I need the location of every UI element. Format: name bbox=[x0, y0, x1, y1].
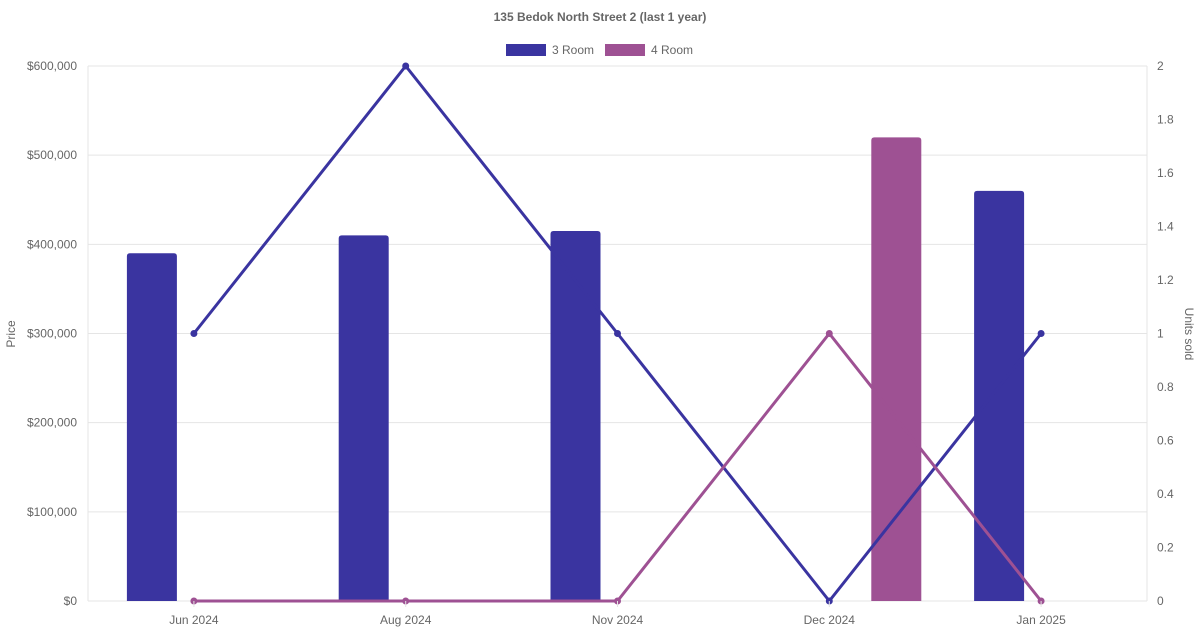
y2-tick-label: 1.2 bbox=[1157, 273, 1174, 287]
y-tick-label: $100,000 bbox=[27, 505, 77, 519]
y2-tick-label: 1.6 bbox=[1157, 166, 1174, 180]
legend-label: 3 Room bbox=[552, 43, 594, 57]
y2-tick-label: 1.8 bbox=[1157, 113, 1174, 127]
y-tick-label: $500,000 bbox=[27, 148, 77, 162]
y2-axis-label: Units sold bbox=[1182, 308, 1196, 361]
bar-3-room bbox=[974, 190, 1025, 602]
y-tick-label: $400,000 bbox=[27, 237, 77, 251]
bar-3-room bbox=[126, 253, 177, 601]
y-tick-label: $200,000 bbox=[27, 416, 77, 430]
y2-tick-label: 2 bbox=[1157, 59, 1164, 73]
y-tick-label: $0 bbox=[64, 594, 78, 608]
y2-tick-label: 1 bbox=[1157, 327, 1164, 341]
point-3-room bbox=[190, 330, 198, 337]
chart-title: 135 Bedok North Street 2 (last 1 year) bbox=[494, 10, 707, 24]
y2-tick-label: 1.4 bbox=[1157, 220, 1174, 234]
axes: $0 $100,000 $200,000 $300,000 $400,000 $500,0… bbox=[27, 59, 1174, 627]
legend-swatch bbox=[605, 44, 645, 56]
point-4-room bbox=[825, 330, 833, 337]
x-tick-label: Jun 2024 bbox=[169, 613, 219, 627]
point-3-room bbox=[402, 62, 410, 70]
legend-swatch bbox=[506, 44, 546, 56]
legend-label: 4 Room bbox=[651, 43, 693, 57]
y-tick-label: $600,000 bbox=[27, 59, 77, 73]
bar-3-room bbox=[550, 230, 601, 602]
y2-tick-label: 0.8 bbox=[1157, 380, 1174, 394]
bar-3-room bbox=[338, 235, 389, 601]
y2-tick-label: 0 bbox=[1157, 594, 1164, 608]
y-axis-label: Price bbox=[4, 320, 18, 348]
y2-tick-label: 0.2 bbox=[1157, 541, 1174, 555]
bar-4-room bbox=[871, 137, 922, 602]
legend: 3 Room 4 Room bbox=[506, 43, 693, 57]
y-tick-label: $300,000 bbox=[27, 327, 77, 341]
point-3-room bbox=[1037, 330, 1045, 337]
bars bbox=[126, 137, 1025, 602]
x-tick-label: Dec 2024 bbox=[804, 613, 856, 627]
y2-tick-label: 0.6 bbox=[1157, 434, 1174, 448]
y2-tick-label: 0.4 bbox=[1157, 487, 1174, 501]
point-3-room bbox=[614, 330, 621, 337]
x-tick-label: Jan 2025 bbox=[1016, 613, 1066, 627]
x-tick-label: Aug 2024 bbox=[380, 613, 432, 627]
x-tick-label: Nov 2024 bbox=[592, 613, 644, 627]
